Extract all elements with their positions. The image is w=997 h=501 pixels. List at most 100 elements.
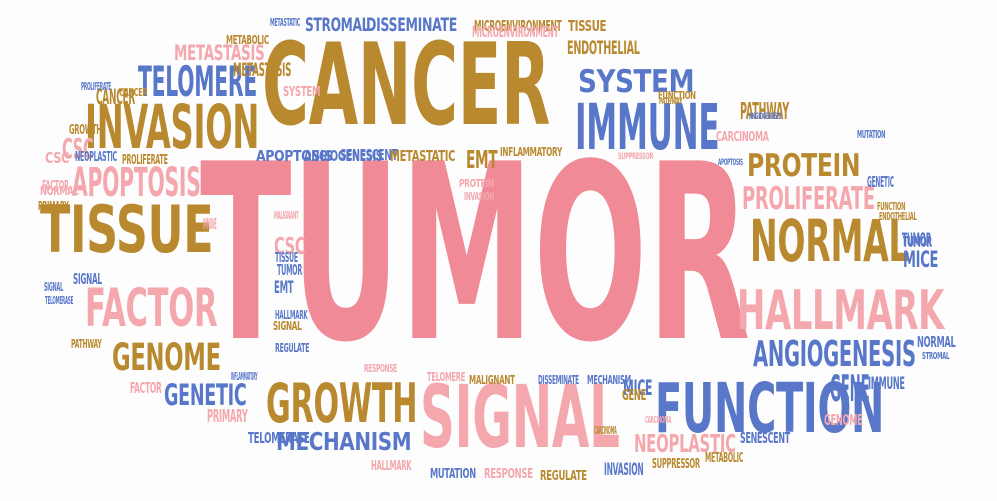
word-stromal: STROMAL bbox=[922, 350, 950, 362]
word-senescent: SENESCENT bbox=[740, 429, 790, 447]
word-metastasis: METASTASIS bbox=[174, 41, 265, 66]
word-signal: SIGNAL bbox=[273, 317, 302, 333]
word-factor: FACTOR bbox=[130, 379, 162, 397]
word-telomerase: TELOMERASE bbox=[248, 429, 310, 447]
word-proliferate: PROLIFERATE bbox=[122, 151, 168, 168]
word-growth: GROWTH bbox=[266, 371, 418, 436]
word-invasion: INVASION bbox=[464, 190, 494, 203]
word-function: FUNCTION bbox=[655, 369, 885, 449]
word-proliferate: PROLIFERATE bbox=[742, 181, 875, 218]
word-tumor: TUMOR bbox=[200, 112, 751, 396]
word-metastatic: METASTATIC bbox=[390, 147, 456, 165]
word-proliferate: PROLIFERATE bbox=[81, 80, 111, 93]
word-inflammatory: INFLAMMATORY bbox=[231, 370, 258, 383]
word-tumor: TUMOR bbox=[277, 261, 303, 279]
word-csc: CSC bbox=[62, 134, 94, 166]
word-telomere: TELOMERE bbox=[427, 368, 466, 384]
word-metabolic: METABOLIC bbox=[226, 31, 269, 47]
word-hallmark: HALLMARK bbox=[275, 306, 308, 322]
word-neoplastic: NEOPLASTIC bbox=[634, 429, 736, 459]
word-genome: GENOME bbox=[824, 411, 863, 429]
word-immune: IMMUNE bbox=[575, 91, 720, 165]
word-tumor: TUMOR bbox=[903, 233, 932, 251]
word-signal: SIGNAL bbox=[73, 270, 102, 288]
word-disseminate: DISSEMINATE bbox=[366, 14, 458, 37]
word-malignant: MALIGNANT bbox=[274, 209, 299, 222]
word-signal: SIGNAL bbox=[44, 278, 63, 294]
word-invasion: INVASION bbox=[604, 459, 644, 480]
word-apoptosis: APOPTOSIS bbox=[256, 147, 333, 165]
word-normal: NORMAL bbox=[40, 182, 79, 198]
word-protein: PROTEIN bbox=[459, 177, 494, 190]
word-metastasis: METASTASIS bbox=[233, 59, 292, 82]
word-apoptosis: APOPTOSIS bbox=[72, 159, 201, 206]
word-csc: CSC bbox=[274, 234, 306, 261]
word-metabolic: METABOLIC bbox=[705, 449, 744, 466]
word-system: SYSTEM bbox=[578, 64, 695, 101]
word-suppressor: SUPPRESSOR bbox=[618, 150, 654, 161]
word-endothelial: ENDOTHELIAL bbox=[879, 210, 917, 223]
word-response: RESPONSE bbox=[484, 465, 533, 482]
word-carcinoma: CARCINOMA bbox=[645, 414, 672, 426]
word-microenvironment: MICROENVIRONMENT bbox=[472, 23, 559, 41]
word-hallmark: HALLMARK bbox=[371, 457, 412, 474]
word-csc: CSC bbox=[45, 149, 69, 167]
word-mechanism: MECHANISM bbox=[587, 371, 631, 387]
word-angiogenesis: ANGIOGENESIS bbox=[304, 147, 383, 165]
word-growth: GROWTH bbox=[69, 121, 102, 138]
word-tumor: TUMOR bbox=[902, 229, 932, 252]
word-emt: EMT bbox=[466, 145, 498, 175]
word-cancer: CANCER bbox=[262, 18, 551, 151]
word-normal: NORMAL bbox=[750, 207, 910, 276]
word-immune: IMMUNE bbox=[868, 373, 905, 394]
word-invasion: INVASION bbox=[85, 92, 260, 164]
word-malignant: MALIGNANT bbox=[469, 371, 515, 387]
word-tissue: TISSUE bbox=[40, 193, 214, 269]
word-primary: PRIMARY bbox=[207, 406, 248, 428]
word-mutation: MUTATION bbox=[857, 128, 886, 141]
word-apoptosis: APOPTOSIS bbox=[718, 156, 743, 167]
word-function: FUNCTION bbox=[658, 89, 696, 102]
word-carcinoma: CARCINOMA bbox=[716, 128, 769, 145]
word-pathway: PATHWAY bbox=[659, 95, 683, 106]
word-genetic: GENETIC bbox=[867, 173, 894, 191]
word-immune: IMMUNE bbox=[203, 215, 217, 233]
word-gene: GENE bbox=[622, 386, 647, 404]
word-endothelial: ENDOTHELIAL bbox=[567, 37, 640, 60]
word-metastatic: METASTATIC bbox=[270, 16, 300, 29]
word-inflammatory: INFLAMMATORY bbox=[500, 143, 562, 159]
word-tissue: TISSUE bbox=[568, 17, 607, 35]
word-genome: GENOME bbox=[112, 334, 221, 379]
word-telomere: TELOMERE bbox=[138, 56, 257, 106]
word-neoplastic: NEOPLASTIC bbox=[75, 148, 117, 165]
word-microenvironment: MICROENVIRONMENT bbox=[474, 17, 562, 35]
word-genetic: GENETIC bbox=[164, 378, 247, 413]
word-mice: MICE bbox=[903, 248, 939, 274]
word-regulate: REGULATE bbox=[275, 339, 310, 355]
word-cancer: CANCER bbox=[96, 85, 135, 110]
word-mechanism: MECHANISM bbox=[276, 427, 412, 457]
word-pathway: PATHWAY bbox=[740, 99, 789, 126]
word-factor: FACTOR bbox=[42, 177, 69, 194]
word-function: FUNCTION bbox=[877, 200, 906, 213]
word-emt: EMT bbox=[274, 277, 294, 298]
word-tissue: TISSUE bbox=[275, 249, 298, 266]
word-hallmark: HALLMARK bbox=[737, 278, 945, 343]
word-system: SYSTEM bbox=[283, 83, 321, 100]
word-angiogenesis: ANGIOGENESIS bbox=[753, 333, 916, 375]
word-senescent: SENESCENT bbox=[340, 146, 398, 164]
word-response: RESPONSE bbox=[364, 362, 398, 375]
word-carcinoma: CARCINOMA bbox=[594, 424, 617, 437]
word-stromal: STROMAL bbox=[305, 14, 370, 37]
word-telomerase: TELOMERASE bbox=[45, 294, 74, 307]
word-normal: NORMAL bbox=[917, 333, 956, 351]
word-pathway: PATHWAY bbox=[71, 335, 102, 351]
word-disseminate: DISSEMINATE bbox=[538, 371, 579, 387]
word-mice: MICE bbox=[623, 376, 653, 401]
word-mutation: MUTATION bbox=[430, 465, 476, 482]
word-protein: PROTEIN bbox=[747, 148, 861, 185]
word-factor: FACTOR bbox=[85, 278, 218, 340]
word-angiogenesis: ANGIOGENESIS bbox=[749, 110, 782, 121]
word-primary: PRIMARY bbox=[38, 197, 69, 213]
